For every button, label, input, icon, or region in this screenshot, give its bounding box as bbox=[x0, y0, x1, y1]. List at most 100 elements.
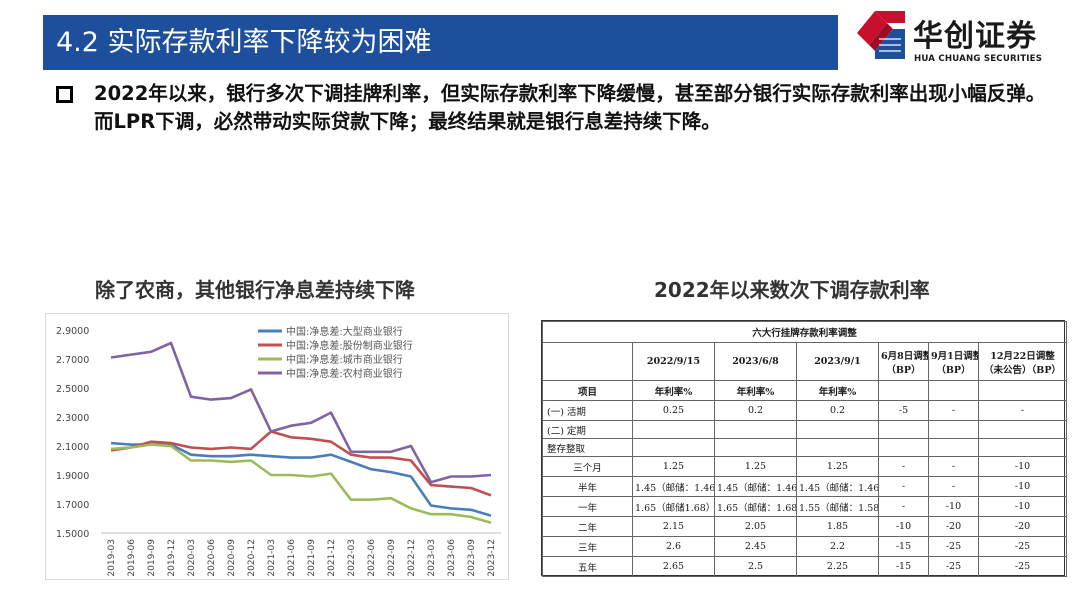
table-header-cell: 2023/6/8 bbox=[714, 342, 797, 381]
series-line bbox=[110, 443, 492, 525]
logo-english-name: HUA CHUANG SECURITIES bbox=[914, 54, 1043, 64]
table-row: 三年 2.6 2.45 2.2 -15 -25 -25 bbox=[542, 536, 1068, 557]
y-tick-label: 1.7000 bbox=[56, 500, 89, 511]
table-cell: -10 bbox=[977, 456, 1068, 477]
table-cell: 1.65（邮储1.68） bbox=[632, 496, 715, 517]
y-tick-label: 2.5000 bbox=[56, 384, 89, 395]
table-unit-cell: 年利率% bbox=[714, 380, 797, 401]
x-tick-label: 2021-12 bbox=[327, 539, 337, 577]
table-cell bbox=[878, 420, 929, 439]
y-tick-label: 2.9000 bbox=[56, 326, 89, 337]
table-unit-cell bbox=[928, 380, 979, 401]
table-row: (二) 定期 bbox=[542, 420, 1068, 439]
table-cell bbox=[928, 438, 979, 457]
table-unit-cell bbox=[977, 380, 1068, 401]
table-cell bbox=[714, 438, 797, 457]
table-cell: 1.65（邮储：1.68） bbox=[714, 496, 797, 517]
table-cell: -15 bbox=[878, 536, 929, 557]
table-cell: -25 bbox=[977, 556, 1068, 577]
table-cell: -10 bbox=[878, 516, 929, 537]
x-tick-label: 2021-09 bbox=[307, 539, 317, 577]
table-cell: 2.2 bbox=[796, 536, 879, 557]
table-unit-row: 项目 年利率% 年利率% 年利率% bbox=[542, 380, 1068, 401]
x-tick-label: 2022-12 bbox=[407, 539, 417, 577]
table-cell: 0.25 bbox=[632, 400, 715, 421]
y-tick-label: 2.1000 bbox=[56, 442, 89, 453]
table-cell: 1.85 bbox=[796, 516, 879, 537]
table-cell bbox=[632, 420, 715, 439]
table-cell: 1.25 bbox=[714, 456, 797, 477]
bullet-text: 2022年以来，银行多次下调挂牌利率，但实际存款利率下降缓慢，甚至部分银行实际存… bbox=[94, 82, 1046, 133]
table-header-cell: 12月22日调整 （未公告）（BP） bbox=[977, 342, 1068, 381]
table-cell bbox=[878, 438, 929, 457]
x-tick-label: 2019-12 bbox=[167, 539, 177, 577]
table-row: (一) 活期 0.25 0.2 0.2 -5- - bbox=[542, 400, 1068, 421]
table-cell: - bbox=[928, 400, 979, 421]
table-cell: -10 bbox=[977, 476, 1068, 497]
company-logo: 华创证券 HUA CHUANG SECURITIES bbox=[855, 9, 1065, 69]
table-cell: 1.45（邮储：1.46） bbox=[796, 476, 879, 497]
table-cell: 2.05 bbox=[714, 516, 797, 537]
net-interest-margin-chart: 2.9000 2.7000 2.5000 2.3000 2.1000 1.9000 1.70… bbox=[45, 313, 509, 580]
table-cell bbox=[796, 420, 879, 439]
table-cell: - bbox=[977, 400, 1068, 421]
y-tick-label: 2.7000 bbox=[56, 355, 89, 366]
left-chart-title: 除了农商，其他银行净息差持续下降 bbox=[95, 278, 415, 302]
table-row: 二年 2.15 2.05 1.85 -10 -20 -20 bbox=[542, 516, 1068, 537]
table-header-cell: 6月8日调整 （BP） bbox=[878, 342, 929, 381]
table-cell: 1.25 bbox=[632, 456, 715, 477]
x-tick-label: 2022-03 bbox=[347, 539, 357, 577]
x-tick-label: 2023-12 bbox=[487, 539, 497, 577]
table-cell: - bbox=[878, 456, 929, 477]
table-row: 三个月 1.25 1.25 1.25- - -10 bbox=[542, 456, 1068, 477]
table-cell: 2.65 bbox=[632, 556, 715, 577]
row-label-cell: 半年 bbox=[542, 476, 633, 497]
x-tick-label: 2022-09 bbox=[387, 539, 397, 577]
table-cell: 1.55（邮储：1.58） bbox=[796, 496, 879, 517]
table-cell: 1.45（邮储：1.46） bbox=[632, 476, 715, 497]
table-row: 五年 2.65 2.5 2.25 -15 -25 -25 bbox=[542, 556, 1068, 577]
x-tick-label: 2023-03 bbox=[427, 539, 437, 577]
table-cell bbox=[977, 420, 1068, 439]
table-row: 整存整取 bbox=[542, 438, 1068, 457]
table-cell bbox=[928, 420, 979, 439]
table-header-cell: 9月1日调整 （BP） bbox=[928, 342, 979, 381]
table-cell: -10 bbox=[977, 496, 1068, 517]
table-cell: 2.6 bbox=[632, 536, 715, 557]
x-tick-label: 2019-03 bbox=[107, 539, 117, 577]
table-cell: - bbox=[928, 456, 979, 477]
y-tick-label: 2.3000 bbox=[56, 413, 89, 424]
x-tick-label: 2020-12 bbox=[247, 539, 257, 577]
x-tick-label: 2022-06 bbox=[367, 539, 377, 577]
table-cell: -20 bbox=[977, 516, 1068, 537]
row-label-cell: 二年 bbox=[542, 516, 633, 537]
row-label-cell: 三个月 bbox=[542, 456, 633, 477]
table-cell: -15 bbox=[878, 556, 929, 577]
table-cell: 1.45（邮储：1.46） bbox=[714, 476, 797, 497]
table-cell bbox=[796, 438, 879, 457]
table-cell: -10 bbox=[928, 496, 979, 517]
legend-label: 中国:净息差:农村商业银行 bbox=[286, 367, 403, 380]
table-unit-cell: 年利率% bbox=[796, 380, 879, 401]
table-cell: 2.25 bbox=[796, 556, 879, 577]
table-header-cell bbox=[542, 342, 633, 381]
table-unit-cell: 项目 bbox=[542, 380, 633, 401]
row-label-cell: 整存整取 bbox=[542, 438, 633, 457]
y-tick-label: 1.9000 bbox=[56, 471, 89, 482]
row-label-cell: (一) 活期 bbox=[542, 400, 633, 421]
x-tick-label: 2020-09 bbox=[227, 539, 237, 577]
table-caption-row: 六大行挂牌存款利率调整 bbox=[541, 321, 1068, 343]
table-cell: - bbox=[878, 496, 929, 517]
table-header-cell: 2022/9/15 bbox=[632, 342, 715, 381]
legend-label: 中国:净息差:大型商业银行 bbox=[286, 325, 403, 338]
row-label-cell: 三年 bbox=[542, 536, 633, 557]
x-tick-label: 2020-03 bbox=[187, 539, 197, 577]
table-header-cell: 2023/9/1 bbox=[796, 342, 879, 381]
y-tick-label: 1.5000 bbox=[56, 529, 89, 540]
bullet-square-icon bbox=[56, 86, 73, 103]
table-cell bbox=[714, 420, 797, 439]
title-bar bbox=[43, 15, 838, 70]
x-tick-label: 2021-03 bbox=[267, 539, 277, 577]
table-header-row: 2022/9/15 2023/6/8 2023/9/1 6月8日调整 （BP） 9月1日调… bbox=[542, 342, 1068, 381]
table-cell bbox=[632, 438, 715, 457]
